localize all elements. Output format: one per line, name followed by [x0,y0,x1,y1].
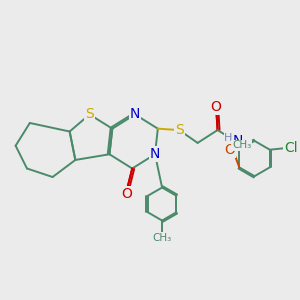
Text: N: N [232,134,243,148]
Text: O: O [224,143,235,157]
Text: S: S [85,107,94,122]
Text: O: O [211,100,222,114]
Text: N: N [130,107,140,122]
Text: CH₃: CH₃ [232,140,251,150]
Text: Cl: Cl [284,141,298,155]
Text: CH₃: CH₃ [152,232,172,243]
Text: O: O [121,187,132,201]
Text: H: H [224,133,232,143]
Text: N: N [150,147,160,161]
Text: S: S [175,123,184,137]
